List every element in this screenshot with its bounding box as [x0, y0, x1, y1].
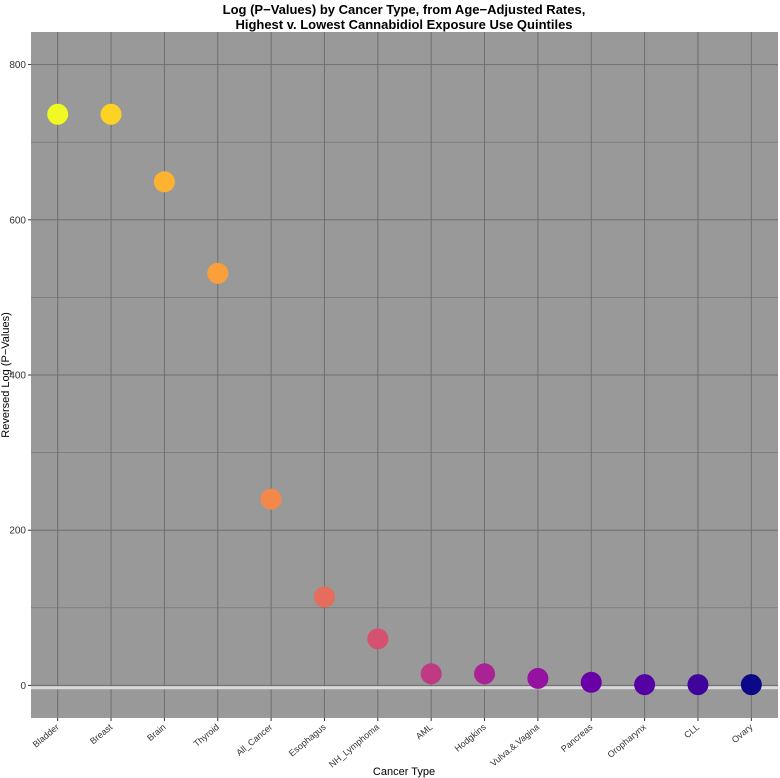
data-point	[100, 103, 122, 125]
x-tick-label: CLL	[682, 722, 701, 740]
x-tick-label: All_Cancer	[234, 722, 274, 758]
chart-title-line2: Highest v. Lowest Cannabidiol Exposure U…	[235, 17, 572, 32]
x-tick-label: Thyroid	[192, 722, 221, 749]
y-axis-title: Reversed Log (P−Values)	[0, 312, 12, 437]
x-tick-label: Hodgkins	[453, 722, 489, 754]
data-points	[47, 103, 762, 696]
x-tick-label: Oropharynx	[605, 722, 648, 760]
x-tick-label: NH_Lymphoma	[327, 722, 381, 770]
data-point	[420, 663, 442, 685]
data-point	[474, 663, 496, 685]
data-point	[47, 103, 69, 125]
data-point	[580, 671, 602, 693]
x-tick-label: AML	[414, 722, 435, 742]
y-axis-ticks: 0 200 400 600 800	[9, 60, 31, 692]
chart-title-line1: Log (P−Values) by Cancer Type, from Age−…	[223, 2, 586, 17]
x-tick-label: Pancreas	[559, 722, 595, 754]
x-tick-label: Esophagus	[287, 722, 328, 759]
data-point	[367, 628, 389, 650]
data-point	[634, 674, 656, 696]
y-tick-label: 200	[9, 526, 26, 537]
y-tick-label: 400	[9, 371, 26, 382]
x-tick-label: Vulva.&.Vagina	[488, 722, 541, 769]
y-tick-label: 0	[20, 681, 26, 692]
x-axis-title: Cancer Type	[373, 766, 435, 778]
x-tick-label: Brain	[145, 722, 168, 743]
data-point	[207, 262, 229, 284]
x-axis-ticks: Bladder Breast Brain Thyroid All_Cancer Esoph…	[31, 718, 755, 770]
data-point	[527, 667, 549, 689]
x-tick-label: Ovary	[730, 722, 755, 745]
data-point	[740, 674, 762, 696]
data-point	[260, 488, 282, 510]
data-point	[687, 674, 709, 696]
x-tick-label: Breast	[88, 722, 115, 747]
y-tick-label: 800	[9, 60, 26, 71]
data-point	[313, 586, 335, 608]
x-tick-label: Bladder	[31, 722, 61, 750]
y-tick-label: 600	[9, 215, 26, 226]
data-point	[153, 171, 175, 193]
gridlines	[31, 32, 778, 718]
